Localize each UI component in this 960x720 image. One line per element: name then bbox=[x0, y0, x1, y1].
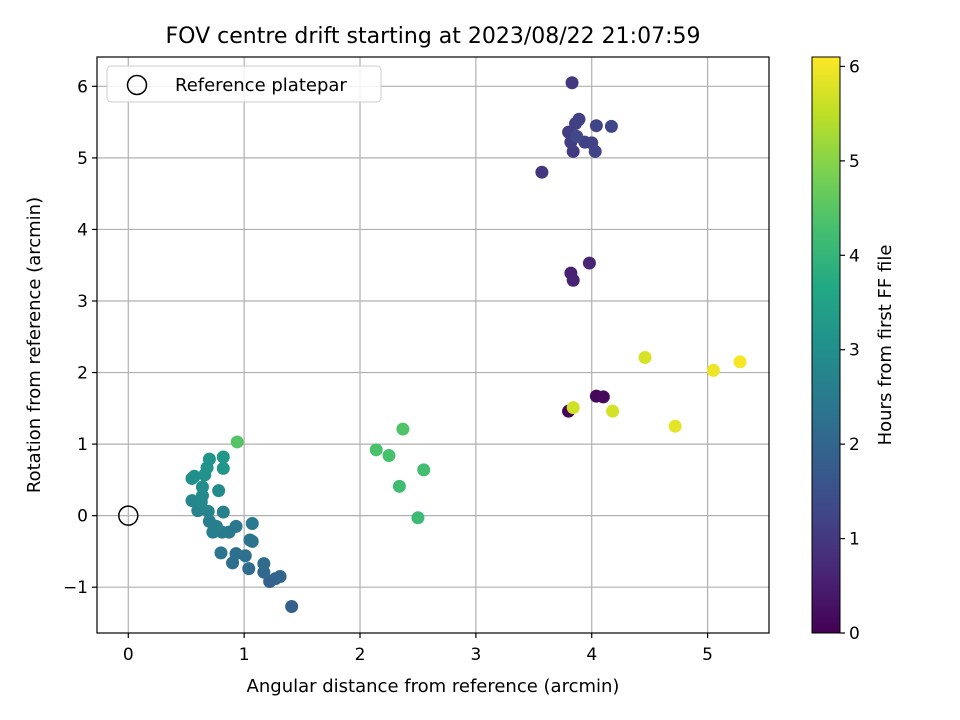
data-point bbox=[588, 144, 602, 158]
colorbar bbox=[811, 56, 841, 634]
data-point bbox=[392, 479, 406, 493]
legend-box bbox=[106, 65, 382, 103]
data-point bbox=[604, 119, 618, 133]
data-point bbox=[706, 363, 720, 377]
legend: Reference platepar bbox=[106, 65, 382, 103]
x-tick-label: 0 bbox=[123, 645, 134, 665]
data-point bbox=[589, 119, 603, 133]
colorbar-tick-label: 1 bbox=[849, 530, 860, 550]
y-tick-label: −1 bbox=[63, 578, 88, 598]
data-point bbox=[212, 484, 226, 498]
data-point bbox=[382, 449, 396, 463]
colorbar-tick-label: 4 bbox=[849, 246, 860, 266]
y-tick-label: 4 bbox=[77, 220, 88, 240]
data-point bbox=[285, 600, 299, 614]
reference-platepar-marker bbox=[118, 505, 139, 526]
data-point bbox=[216, 450, 230, 464]
data-point bbox=[242, 562, 256, 576]
data-point bbox=[201, 504, 215, 518]
y-tick-label: 0 bbox=[77, 507, 88, 527]
x-tick-label: 3 bbox=[470, 645, 481, 665]
data-point bbox=[572, 112, 586, 126]
data-point bbox=[396, 422, 410, 436]
reference-marker-layer bbox=[118, 505, 139, 526]
colorbar-tick-label: 3 bbox=[849, 341, 860, 361]
x-tick-label: 1 bbox=[239, 645, 250, 665]
data-point bbox=[566, 273, 580, 287]
data-point bbox=[582, 256, 596, 270]
y-tick-label: 1 bbox=[77, 435, 88, 455]
x-tick-label: 2 bbox=[355, 645, 366, 665]
colorbar-tick-label: 0 bbox=[849, 624, 860, 644]
x-axis-label: Angular distance from reference (arcmin) bbox=[247, 676, 620, 697]
data-point bbox=[216, 461, 230, 475]
data-point bbox=[195, 480, 209, 494]
data-point bbox=[230, 435, 244, 449]
data-point bbox=[638, 351, 652, 365]
data-point bbox=[411, 511, 425, 525]
data-point bbox=[273, 569, 287, 583]
chart-title: FOV centre drift starting at 2023/08/22 … bbox=[166, 24, 701, 49]
data-point bbox=[369, 443, 383, 457]
x-tick-label: 4 bbox=[586, 645, 597, 665]
data-point bbox=[229, 519, 243, 533]
data-point bbox=[417, 463, 431, 477]
x-axis-ticks: 0 1 2 3 4 5 bbox=[123, 633, 713, 665]
data-point bbox=[606, 404, 620, 418]
data-point bbox=[668, 419, 682, 433]
data-point bbox=[565, 76, 579, 90]
y-tick-label: 3 bbox=[77, 292, 88, 312]
data-point bbox=[187, 469, 201, 483]
data-point bbox=[570, 129, 584, 143]
data-point bbox=[257, 557, 271, 571]
data-point bbox=[245, 534, 259, 548]
colorbar-tick-label: 2 bbox=[849, 435, 860, 455]
plot-frame bbox=[96, 56, 770, 634]
colorbar-label: Hours from first FF file bbox=[875, 245, 896, 446]
y-tick-label: 2 bbox=[77, 364, 88, 384]
data-point bbox=[214, 546, 228, 560]
y-tick-label: 5 bbox=[77, 149, 88, 169]
y-tick-label: 6 bbox=[77, 77, 88, 97]
colorbar-tick-label: 5 bbox=[849, 152, 860, 172]
data-points bbox=[185, 76, 747, 614]
data-point bbox=[733, 355, 747, 369]
data-point bbox=[202, 452, 216, 466]
data-point bbox=[596, 390, 610, 404]
data-point bbox=[216, 505, 230, 519]
data-point bbox=[245, 517, 259, 531]
colorbar-ticks: 0 1 2 3 4 5 6 bbox=[840, 57, 860, 644]
y-axis-ticks: −1 0 1 2 3 4 5 6 bbox=[63, 77, 97, 598]
colorbar-tick-label: 6 bbox=[849, 57, 860, 77]
y-axis-label: Rotation from reference (arcmin) bbox=[24, 197, 45, 493]
legend-reference-label: Reference platepar bbox=[175, 75, 347, 96]
data-point bbox=[566, 401, 580, 415]
legend-reference-marker bbox=[126, 74, 148, 96]
data-point bbox=[535, 165, 549, 179]
data-point bbox=[209, 519, 223, 533]
data-point bbox=[238, 549, 252, 563]
x-tick-label: 5 bbox=[702, 645, 713, 665]
